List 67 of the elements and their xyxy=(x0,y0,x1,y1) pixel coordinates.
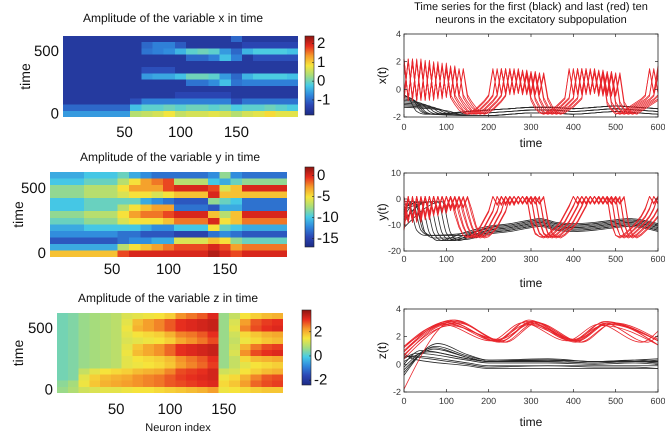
x-tick-label: 200 xyxy=(481,254,496,264)
color-bar-label: 1 xyxy=(317,54,326,71)
x-tick-label: 600 xyxy=(650,254,665,264)
x-tick-label: 100 xyxy=(156,261,182,278)
x-tick-label: 100 xyxy=(168,124,194,141)
x-tick-label: 200 xyxy=(481,396,496,406)
y-tick-label: 10 xyxy=(390,168,401,178)
x-tick-label: 150 xyxy=(212,261,238,278)
y-tick-label: -2 xyxy=(392,387,401,397)
y-tick-label: -20 xyxy=(388,246,401,256)
x-tick-label: 300 xyxy=(523,122,539,132)
x-tick-label: 500 xyxy=(608,122,624,132)
x-tick-label: 50 xyxy=(108,401,125,418)
x-tick-label: 400 xyxy=(566,122,581,132)
x-tick-label: 150 xyxy=(224,124,249,141)
y-tick-label: 0 xyxy=(396,84,401,94)
x-tick-label: 50 xyxy=(116,124,133,141)
x-tick-label: 150 xyxy=(211,401,236,418)
x-axis-title: time xyxy=(520,136,543,150)
color-bar-label: 0 xyxy=(317,166,326,184)
x-tick-label: 300 xyxy=(523,254,539,264)
x-axis-title: time xyxy=(520,276,543,290)
y-tick-label: 500 xyxy=(20,180,46,197)
x-tick-label: 300 xyxy=(523,396,539,406)
x-tick-label: 400 xyxy=(566,254,581,264)
color-bar-label: -10 xyxy=(317,209,339,226)
y-axis-title: time xyxy=(10,201,26,228)
y-tick-label: -2 xyxy=(392,112,401,122)
x-tick-label: 100 xyxy=(438,122,454,132)
y-axis-title: z(t) xyxy=(375,342,389,360)
color-bar-label: -1 xyxy=(317,91,330,108)
color-bar-label: -2 xyxy=(314,372,328,389)
chart-title: Amplitude of the variable y in time xyxy=(80,150,260,164)
x-tick-label: 100 xyxy=(438,254,454,264)
x-tick-label: 500 xyxy=(608,396,624,406)
x-axis-title: time xyxy=(520,415,543,429)
color-bar-label: 2 xyxy=(317,35,326,52)
y-tick-label: 4 xyxy=(396,304,401,314)
x-tick-label: 400 xyxy=(566,396,581,406)
x-axis-title: Neuron index xyxy=(145,422,212,434)
x-tick-label: 500 xyxy=(608,254,624,264)
x-tick-label: 50 xyxy=(104,261,120,278)
chart-title: Amplitude of the variable z in time xyxy=(78,291,258,305)
y-tick-label: 4 xyxy=(396,29,401,39)
chart-title: Time series for the first (black) and last (red) ten neurons in the excitatory subpopulation xyxy=(414,1,648,26)
y-tick-label: 2 xyxy=(396,56,401,67)
color-bar-label: -15 xyxy=(317,230,339,248)
x-tick-label: 600 xyxy=(650,396,665,406)
color-bar-label: 0 xyxy=(317,72,326,90)
color-bar-label: -5 xyxy=(317,188,330,205)
x-tick-label: 100 xyxy=(157,401,183,418)
y-tick-label: 500 xyxy=(28,320,53,337)
x-tick-label: 200 xyxy=(481,122,496,132)
color-bar-label: 0 xyxy=(314,347,322,364)
chart-title: Amplitude of the variable x in time xyxy=(82,11,264,25)
y-axis-title: time xyxy=(10,340,26,366)
y-tick-label: 500 xyxy=(34,43,59,60)
y-axis-title: x(t) xyxy=(375,66,389,84)
x-tick-label: 600 xyxy=(650,122,665,132)
y-axis-title: y(t) xyxy=(375,203,389,221)
y-tick-label: 0 xyxy=(396,359,401,370)
y-axis-title: time xyxy=(17,63,33,90)
y-tick-label: 0 xyxy=(396,194,401,204)
color-bar-label: 2 xyxy=(314,323,322,340)
x-tick-label: 100 xyxy=(438,396,454,406)
y-tick-label: -10 xyxy=(388,220,401,230)
y-tick-label: 2 xyxy=(396,332,401,342)
